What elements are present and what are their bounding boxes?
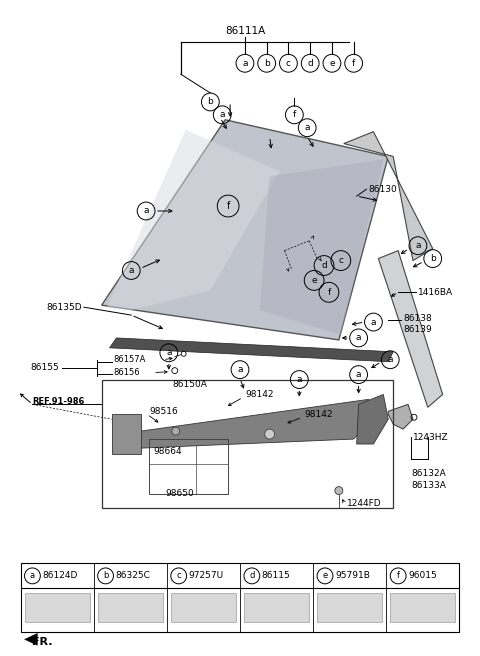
Bar <box>102 380 393 508</box>
Text: a: a <box>371 318 376 327</box>
Text: e: e <box>312 276 317 285</box>
Polygon shape <box>120 400 373 449</box>
Bar <box>244 593 309 623</box>
Text: 86325C: 86325C <box>116 571 150 581</box>
Text: a: a <box>219 110 225 119</box>
Text: 86133A: 86133A <box>411 481 446 490</box>
Text: d: d <box>307 59 313 68</box>
Text: 86155: 86155 <box>30 363 59 372</box>
Bar <box>390 593 456 623</box>
Text: d: d <box>321 261 327 270</box>
Text: 98142: 98142 <box>245 390 274 399</box>
Polygon shape <box>344 132 433 260</box>
Polygon shape <box>388 404 413 429</box>
Bar <box>317 593 383 623</box>
Polygon shape <box>111 414 141 454</box>
Text: a: a <box>129 266 134 275</box>
Text: a: a <box>297 375 302 384</box>
Polygon shape <box>378 251 443 407</box>
Text: b: b <box>103 571 108 581</box>
Text: a: a <box>144 207 149 216</box>
Text: 98650: 98650 <box>166 489 194 498</box>
Text: 86157A: 86157A <box>113 356 146 364</box>
Text: f: f <box>396 571 400 581</box>
Text: d: d <box>249 571 254 581</box>
Text: 96015: 96015 <box>408 571 437 581</box>
Text: 86138: 86138 <box>403 314 432 323</box>
Text: a: a <box>304 123 310 133</box>
Text: a: a <box>237 365 243 374</box>
Text: 86150A: 86150A <box>173 380 208 389</box>
Text: FR.: FR. <box>33 638 53 647</box>
Text: c: c <box>286 59 291 68</box>
Polygon shape <box>109 338 393 361</box>
Circle shape <box>172 427 180 435</box>
Text: b: b <box>264 59 270 68</box>
Text: 98664: 98664 <box>153 447 181 457</box>
Text: 86124D: 86124D <box>42 571 78 581</box>
Text: 1416BA: 1416BA <box>418 288 453 297</box>
Text: a: a <box>356 370 361 379</box>
Text: a: a <box>166 348 171 358</box>
Bar <box>149 439 228 493</box>
Text: 1244FD: 1244FD <box>347 499 382 508</box>
Circle shape <box>335 487 343 495</box>
Text: a: a <box>30 571 35 581</box>
Circle shape <box>264 429 275 439</box>
Text: a: a <box>415 241 420 250</box>
Text: b: b <box>207 98 213 106</box>
Text: 86132A: 86132A <box>411 469 446 478</box>
Polygon shape <box>24 634 37 646</box>
Text: f: f <box>227 201 230 211</box>
Text: 98516: 98516 <box>149 407 178 416</box>
Bar <box>171 593 236 623</box>
Text: b: b <box>430 254 436 263</box>
Text: 86135D: 86135D <box>46 302 82 312</box>
Text: 98142: 98142 <box>304 410 333 419</box>
Polygon shape <box>357 394 388 444</box>
Text: 95791B: 95791B <box>335 571 370 581</box>
Text: a: a <box>242 59 248 68</box>
Bar <box>24 593 90 623</box>
Text: 86111A: 86111A <box>225 26 265 35</box>
Text: REF.91-986: REF.91-986 <box>33 397 85 406</box>
Text: a: a <box>387 356 393 364</box>
Text: a: a <box>356 333 361 342</box>
Polygon shape <box>102 120 388 340</box>
Text: e: e <box>323 571 328 581</box>
Text: e: e <box>329 59 335 68</box>
Text: c: c <box>177 571 181 581</box>
Bar <box>97 593 163 623</box>
Text: 86156: 86156 <box>113 368 140 377</box>
Text: f: f <box>352 59 355 68</box>
Bar <box>21 563 459 632</box>
Text: c: c <box>338 256 343 265</box>
Text: 97257U: 97257U <box>189 571 224 581</box>
Text: f: f <box>327 288 331 297</box>
Text: 86139: 86139 <box>403 325 432 335</box>
Text: 86115: 86115 <box>262 571 290 581</box>
Text: 86130: 86130 <box>369 185 397 194</box>
Polygon shape <box>107 130 279 310</box>
Polygon shape <box>260 159 384 335</box>
Text: 1243HZ: 1243HZ <box>413 432 449 441</box>
Text: f: f <box>293 110 296 119</box>
